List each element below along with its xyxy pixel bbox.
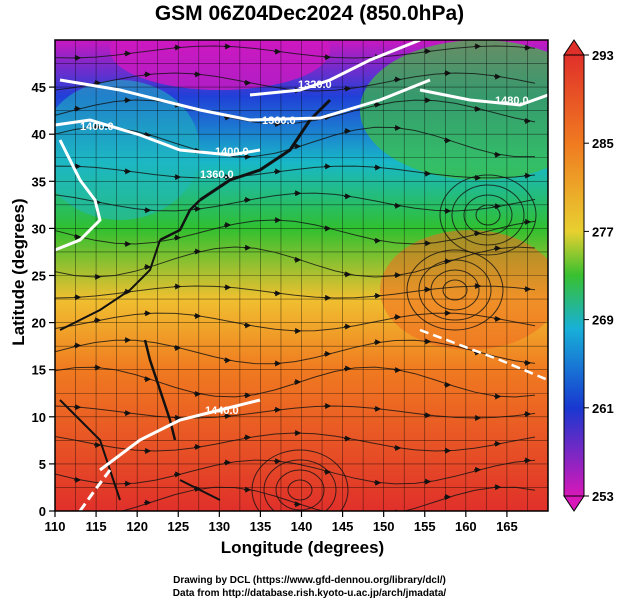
y-tick-label: 10 bbox=[32, 410, 46, 425]
contour-label-1440: 1440.0 bbox=[205, 405, 239, 417]
coastlines bbox=[59, 98, 332, 501]
streamline bbox=[55, 432, 536, 452]
wind-streamlines bbox=[55, 43, 537, 511]
circulation-ring bbox=[418, 259, 492, 321]
circulation-ring bbox=[287, 479, 313, 501]
colorbar-tick-label: 277 bbox=[592, 224, 614, 239]
x-tick-label: 155 bbox=[414, 519, 436, 534]
circulation-ring bbox=[251, 449, 349, 511]
streamline bbox=[55, 366, 536, 398]
streamline bbox=[55, 246, 536, 278]
circulation-ring bbox=[263, 459, 337, 511]
streamline bbox=[55, 165, 536, 179]
streamline bbox=[55, 192, 536, 212]
colorbar-gradient bbox=[563, 54, 585, 497]
x-tick-label: 145 bbox=[332, 519, 354, 534]
contour-label-1360-west: 1360.0 bbox=[200, 169, 234, 181]
lat-lon-grid bbox=[55, 40, 548, 511]
data-credit: Data from http://database.rish.kyoto-u.a… bbox=[172, 588, 447, 599]
contour-label-1480: 1480.0 bbox=[495, 95, 529, 107]
streamline bbox=[55, 312, 536, 332]
cold-core-north bbox=[110, 40, 330, 90]
x-tick-label: 125 bbox=[167, 519, 189, 534]
drawing-credit: Drawing by DCL (https://www.gfd-dennou.o… bbox=[173, 575, 446, 586]
x-tick-label: 135 bbox=[250, 519, 272, 534]
y-tick-label: 15 bbox=[32, 363, 46, 378]
circulation-ring bbox=[442, 279, 468, 301]
y-tick-label: 35 bbox=[32, 174, 46, 189]
y-tick-label: 0 bbox=[39, 504, 46, 519]
x-tick-label: 110 bbox=[45, 519, 66, 534]
colorbar-tick-label: 293 bbox=[592, 48, 614, 63]
x-tick-label: 140 bbox=[291, 519, 313, 534]
colorbar-bottom-arrow bbox=[563, 495, 585, 512]
colorbar-tick-label: 261 bbox=[592, 401, 614, 416]
circulation-ring bbox=[406, 249, 504, 331]
contour-label-1400: 1400.0 bbox=[215, 146, 249, 158]
colorbar-tick-label: 285 bbox=[592, 136, 614, 151]
contour-label-1360: 1360.0 bbox=[262, 115, 296, 127]
x-tick-label: 120 bbox=[126, 519, 148, 534]
x-axis-label: Longitude (degrees) bbox=[220, 538, 385, 557]
circulation-ring bbox=[475, 204, 501, 226]
streamline bbox=[55, 486, 536, 511]
height-contours: 1320.0 1360.0 1400.0 1440.0 1480.0 1400.… bbox=[55, 40, 548, 511]
contour-label-1400-west: 1400.0 bbox=[80, 121, 114, 133]
y-tick-label: 30 bbox=[32, 221, 46, 236]
streamline bbox=[55, 339, 536, 365]
streamline bbox=[55, 99, 536, 125]
colorbar-tick-label: 253 bbox=[592, 489, 614, 504]
y-tick-label: 45 bbox=[32, 80, 46, 95]
x-tick-label: 150 bbox=[373, 519, 395, 534]
colorbar-ticks: 293 285 277 269 261 253 bbox=[584, 48, 614, 504]
circulation-ring bbox=[439, 174, 537, 256]
colorbar: 293 285 277 269 261 253 bbox=[563, 39, 614, 512]
streamline bbox=[55, 45, 536, 59]
colorbar-tick-label: 269 bbox=[592, 313, 614, 328]
colorbar-top-arrow bbox=[563, 39, 585, 56]
y-tick-label: 20 bbox=[32, 316, 46, 331]
y-tick-label: 25 bbox=[32, 269, 46, 284]
plot-area: 1320.0 1360.0 1400.0 1440.0 1480.0 1400.… bbox=[55, 40, 548, 511]
y-tick-label: 40 bbox=[32, 127, 46, 142]
x-tick-label: 130 bbox=[208, 519, 230, 534]
cyan-region-west bbox=[55, 80, 200, 220]
x-tick-label: 160 bbox=[455, 519, 477, 534]
streamline bbox=[55, 72, 536, 92]
circulation-ring bbox=[463, 194, 513, 236]
x-axis-ticks: 110 115 120 125 130 135 140 145 150 155 160 165 bbox=[45, 511, 518, 534]
circulation-ring bbox=[275, 469, 325, 511]
streamline bbox=[55, 405, 536, 419]
map-title: GSM 06Z04Dec2024 (850.0hPa) bbox=[154, 2, 465, 25]
x-tick-label: 115 bbox=[86, 519, 107, 534]
contour-label-1320: 1320.0 bbox=[298, 79, 332, 91]
y-axis-ticks: 0 5 10 15 20 25 30 35 40 45 bbox=[32, 80, 55, 519]
y-tick-label: 5 bbox=[39, 457, 46, 472]
circulation-ring bbox=[451, 184, 525, 246]
x-tick-label: 165 bbox=[496, 519, 518, 534]
streamline bbox=[55, 219, 536, 245]
streamline bbox=[55, 285, 536, 299]
